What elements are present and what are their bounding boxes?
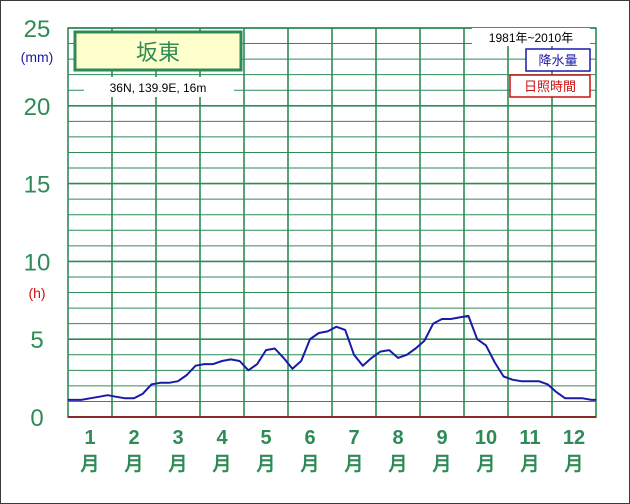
y-unit-secondary: (h) <box>28 285 45 301</box>
y-tick-label: 15 <box>24 172 51 199</box>
precipitation-line <box>68 314 596 401</box>
month-number-label: 7 <box>348 427 359 449</box>
title-box <box>73 30 243 72</box>
month-number-label: 3 <box>172 427 183 449</box>
month-number-label: 1 <box>84 427 95 449</box>
month-number-label: 5 <box>260 427 271 449</box>
month-suffix-label: 月 <box>519 453 539 475</box>
month-suffix-label: 月 <box>255 453 275 475</box>
y-tick-label: 20 <box>24 94 51 121</box>
legend-precip-box <box>525 48 591 72</box>
month-number-label: 10 <box>475 427 497 449</box>
y-tick-label: 25 <box>24 16 51 43</box>
month-suffix-label: 月 <box>475 453 495 475</box>
y-tick-label: 0 <box>30 405 43 432</box>
month-suffix-label: 月 <box>431 453 451 475</box>
legend-precip-label: 降水量 <box>538 54 577 69</box>
chart-subtitle: 36N, 139.9E, 16m <box>110 81 207 95</box>
month-suffix-label: 月 <box>563 453 583 475</box>
month-number-label: 6 <box>304 427 315 449</box>
period-label: 1981年~2010年 <box>489 31 573 45</box>
period-bg <box>472 28 590 46</box>
month-number-label: 8 <box>392 427 403 449</box>
month-number-label: 4 <box>216 427 228 449</box>
chart-title: 坂東 <box>136 41 180 66</box>
subtitle-bg <box>84 77 234 97</box>
month-suffix-label: 月 <box>167 453 187 475</box>
month-suffix-label: 月 <box>211 453 231 475</box>
month-suffix-label: 月 <box>387 453 407 475</box>
month-number-label: 2 <box>128 427 139 449</box>
legend-sunshine-label: 日照時間 <box>524 80 576 95</box>
month-suffix-label: 月 <box>343 453 363 475</box>
y-tick-label: 10 <box>24 249 51 276</box>
y-unit-primary: (mm) <box>21 49 54 65</box>
y-axis-labels: 0 5 10 15 20 25 <box>24 16 51 432</box>
y-tick-label: 5 <box>30 327 43 354</box>
legend-sunshine-box <box>509 74 591 98</box>
month-number-label: 12 <box>563 427 585 449</box>
month-number-label: 11 <box>519 427 540 449</box>
x-axis-labels: 1 月 2 月 3 月 4 月 5 月 6 月 7 月 8 月 9 月 10 月 11 月 12 月 <box>79 427 585 475</box>
month-suffix-label: 月 <box>79 453 99 475</box>
month-suffix-label: 月 <box>123 453 143 475</box>
month-number-label: 9 <box>436 427 447 449</box>
month-suffix-label: 月 <box>299 453 319 475</box>
